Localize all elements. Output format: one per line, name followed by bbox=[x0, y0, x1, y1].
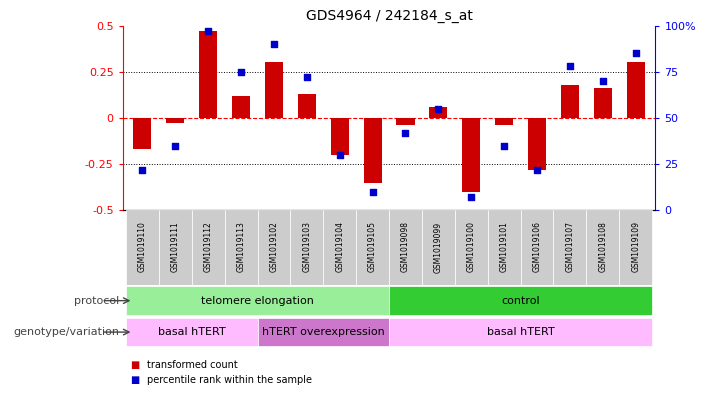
FancyBboxPatch shape bbox=[586, 210, 619, 285]
FancyBboxPatch shape bbox=[619, 210, 652, 285]
Text: GSM1019112: GSM1019112 bbox=[204, 221, 212, 272]
Point bbox=[597, 78, 608, 84]
Text: GSM1019100: GSM1019100 bbox=[467, 221, 476, 272]
Bar bbox=[133, 118, 151, 149]
Text: GSM1019102: GSM1019102 bbox=[269, 221, 278, 272]
FancyBboxPatch shape bbox=[455, 210, 488, 285]
Text: GSM1019098: GSM1019098 bbox=[401, 221, 410, 272]
FancyBboxPatch shape bbox=[192, 210, 224, 285]
Text: control: control bbox=[501, 296, 540, 306]
FancyBboxPatch shape bbox=[126, 210, 159, 285]
FancyBboxPatch shape bbox=[422, 210, 455, 285]
Text: GSM1019109: GSM1019109 bbox=[631, 221, 640, 272]
Text: GSM1019104: GSM1019104 bbox=[335, 221, 344, 272]
Point bbox=[564, 63, 576, 69]
FancyBboxPatch shape bbox=[159, 210, 192, 285]
Point bbox=[236, 68, 247, 75]
Text: protocol: protocol bbox=[74, 296, 119, 306]
Point bbox=[433, 105, 444, 112]
Text: GSM1019111: GSM1019111 bbox=[171, 221, 179, 272]
Point bbox=[367, 189, 379, 195]
Bar bbox=[528, 118, 546, 170]
Bar bbox=[594, 88, 612, 118]
Text: GSM1019106: GSM1019106 bbox=[533, 221, 542, 272]
FancyBboxPatch shape bbox=[224, 210, 257, 285]
Text: GSM1019103: GSM1019103 bbox=[302, 221, 311, 272]
Text: GSM1019099: GSM1019099 bbox=[434, 221, 443, 273]
Bar bbox=[298, 94, 316, 118]
Title: GDS4964 / 242184_s_at: GDS4964 / 242184_s_at bbox=[306, 9, 472, 23]
FancyBboxPatch shape bbox=[389, 318, 652, 346]
Bar bbox=[166, 118, 184, 123]
Text: GSM1019113: GSM1019113 bbox=[236, 221, 245, 272]
FancyBboxPatch shape bbox=[554, 210, 586, 285]
Text: telomere elongation: telomere elongation bbox=[201, 296, 314, 306]
Text: genotype/variation: genotype/variation bbox=[13, 327, 119, 337]
Point bbox=[137, 167, 148, 173]
Point bbox=[400, 130, 411, 136]
Bar bbox=[627, 62, 645, 118]
Point bbox=[465, 194, 477, 200]
FancyBboxPatch shape bbox=[290, 210, 323, 285]
Point bbox=[170, 142, 181, 149]
Text: transformed count: transformed count bbox=[147, 360, 238, 370]
Bar bbox=[364, 118, 381, 182]
Bar bbox=[495, 118, 513, 125]
Text: GSM1019107: GSM1019107 bbox=[566, 221, 574, 272]
Point bbox=[203, 28, 214, 34]
Text: GSM1019105: GSM1019105 bbox=[368, 221, 377, 272]
Text: basal hTERT: basal hTERT bbox=[158, 327, 226, 337]
FancyBboxPatch shape bbox=[488, 210, 521, 285]
FancyBboxPatch shape bbox=[389, 286, 652, 315]
Bar bbox=[331, 118, 349, 155]
Bar bbox=[561, 84, 579, 118]
Point bbox=[334, 152, 346, 158]
Point bbox=[531, 167, 543, 173]
Text: ■: ■ bbox=[130, 360, 139, 370]
Text: GSM1019101: GSM1019101 bbox=[500, 221, 509, 272]
Bar bbox=[232, 96, 250, 118]
Text: GSM1019110: GSM1019110 bbox=[138, 221, 147, 272]
FancyBboxPatch shape bbox=[126, 286, 389, 315]
Point bbox=[301, 74, 313, 81]
FancyBboxPatch shape bbox=[126, 318, 257, 346]
FancyBboxPatch shape bbox=[257, 210, 290, 285]
Text: percentile rank within the sample: percentile rank within the sample bbox=[147, 375, 312, 385]
Point bbox=[268, 41, 280, 47]
Point bbox=[630, 50, 641, 56]
FancyBboxPatch shape bbox=[389, 210, 422, 285]
FancyBboxPatch shape bbox=[257, 318, 389, 346]
Bar bbox=[199, 31, 217, 118]
FancyBboxPatch shape bbox=[521, 210, 554, 285]
Point bbox=[498, 142, 510, 149]
Text: hTERT overexpression: hTERT overexpression bbox=[262, 327, 385, 337]
FancyBboxPatch shape bbox=[323, 210, 356, 285]
Bar bbox=[265, 62, 283, 118]
Text: basal hTERT: basal hTERT bbox=[486, 327, 554, 337]
Text: ■: ■ bbox=[130, 375, 139, 385]
Bar bbox=[429, 107, 447, 118]
FancyBboxPatch shape bbox=[356, 210, 389, 285]
Bar bbox=[462, 118, 480, 192]
Text: GSM1019108: GSM1019108 bbox=[599, 221, 607, 272]
Bar bbox=[397, 118, 414, 125]
